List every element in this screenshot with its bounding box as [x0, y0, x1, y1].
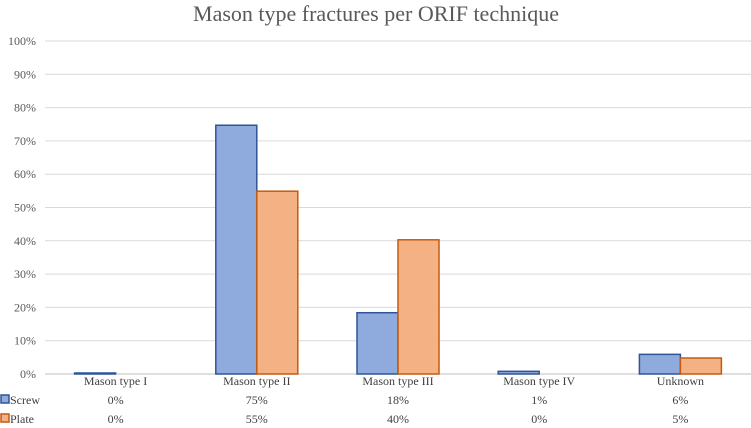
- y-tick-label: 20%: [14, 300, 36, 314]
- y-tick-label: 30%: [14, 267, 36, 281]
- data-label-screw: 1%: [531, 393, 547, 407]
- bar-screw-5: [638, 353, 682, 375]
- category-label: Mason type I: [84, 374, 147, 388]
- bars: [73, 124, 723, 375]
- legend-label-plate: Plate: [10, 412, 34, 426]
- data-label-plate: 0%: [531, 412, 547, 426]
- category-label: Mason type IV: [503, 374, 575, 388]
- data-label-plate: 55%: [246, 412, 268, 426]
- data-label-plate: 40%: [387, 412, 409, 426]
- category-label: Unknown: [657, 374, 704, 388]
- data-label-screw: 0%: [108, 393, 124, 407]
- y-tick-label: 90%: [14, 67, 36, 81]
- y-tick-label: 80%: [14, 101, 36, 115]
- bar-screw-1: [73, 372, 117, 375]
- legend-label-screw: Screw: [10, 393, 40, 407]
- legend-swatch-plate: [0, 413, 10, 423]
- bar-screw-3: [356, 311, 399, 375]
- data-table: Mason type I Mason type II Mason type III M…: [0, 374, 704, 426]
- y-tick-label: 40%: [14, 234, 36, 248]
- category-label: Mason type II: [223, 374, 290, 388]
- bar-plate-3: [397, 239, 440, 375]
- data-label-plate: 0%: [108, 412, 124, 426]
- bar-screw-4: [497, 370, 540, 375]
- category-label: Mason type III: [362, 374, 433, 388]
- y-tick-label: 100%: [8, 34, 36, 48]
- legend-swatch-screw: [0, 394, 10, 404]
- bar-screw-2: [215, 124, 258, 375]
- chart-title: Mason type fractures per ORIF technique: [193, 1, 559, 26]
- y-tick-label: 60%: [14, 167, 36, 181]
- bar-plate-5: [679, 357, 723, 375]
- y-tick-label: 10%: [14, 334, 36, 348]
- data-label-screw: 18%: [387, 393, 409, 407]
- bar-plate-2: [256, 190, 299, 375]
- y-tick-label: 70%: [14, 134, 36, 148]
- y-tick-label: 0%: [20, 367, 36, 381]
- data-label-plate: 5%: [672, 412, 688, 426]
- y-tick-label: 50%: [14, 201, 36, 215]
- data-label-screw: 75%: [246, 393, 268, 407]
- data-label-screw: 6%: [672, 393, 688, 407]
